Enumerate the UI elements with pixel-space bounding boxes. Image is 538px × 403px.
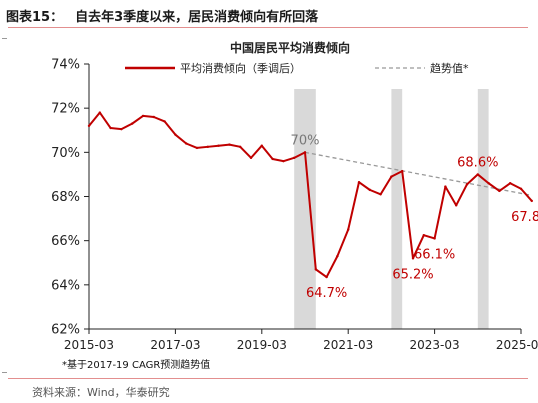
series-point <box>206 145 209 149</box>
series-point <box>411 257 415 260</box>
series-point <box>98 111 102 114</box>
series-point <box>336 254 339 258</box>
legend-label-series: 平均消费倾向（季调后） <box>180 61 301 75</box>
series-point <box>347 228 350 231</box>
x-tick-label: 2025-03 <box>496 338 538 352</box>
margin-mark-top <box>2 38 7 39</box>
annotations: 70% 64.7% 65.2% 66.1% 68.6% 67.8% <box>291 133 538 301</box>
series-point <box>465 183 469 186</box>
series-point <box>379 193 382 196</box>
series-point <box>390 175 393 178</box>
series-point <box>228 143 231 146</box>
x-tick-label: 2023-03 <box>410 338 460 352</box>
series-point <box>519 187 523 190</box>
series-point <box>174 133 177 136</box>
series-point <box>185 142 188 145</box>
series <box>87 111 533 279</box>
series-point <box>325 275 328 279</box>
y-tick-label: 64% <box>51 278 80 293</box>
y-tick-label: 74% <box>51 58 80 73</box>
series-point <box>303 151 307 154</box>
legend: 平均消费倾向（季调后） 趋势值* <box>125 61 469 75</box>
axes: 62% 64% 66% 68% 70% 72% 74% 2015-03 2017-03 2019-… <box>51 58 538 353</box>
x-tick-label: 2017-03 <box>150 338 200 352</box>
shaded-period-1 <box>391 89 403 329</box>
series-point <box>455 204 458 207</box>
margin-mark-bottom <box>2 372 7 373</box>
series-point <box>282 159 285 163</box>
bottom-rule <box>8 378 528 379</box>
chart-title: 中国居民平均消费倾向 <box>230 40 350 55</box>
series-point <box>293 156 296 160</box>
data-label: 65.2% <box>392 267 433 282</box>
shaded-period-0 <box>294 89 316 329</box>
series-point <box>87 124 91 128</box>
series-point <box>163 120 166 123</box>
y-tick-label: 66% <box>51 234 80 249</box>
series-point <box>509 182 512 185</box>
series-point <box>260 144 263 147</box>
data-label: 64.7% <box>306 286 347 301</box>
series-point <box>498 189 501 193</box>
series-point <box>357 180 361 184</box>
y-tick-label: 68% <box>51 190 80 205</box>
series-point <box>271 157 274 161</box>
legend-label-trend: 趋势值* <box>430 62 469 75</box>
x-tick-label: 2019-03 <box>237 338 287 352</box>
data-label: 66.1% <box>414 247 455 262</box>
figure-title-text: 自去年3季度以来，居民消费倾向有所回落 <box>75 10 319 25</box>
series-point <box>314 268 317 271</box>
series-point <box>476 173 479 176</box>
series-point <box>530 199 533 203</box>
series-point <box>109 126 112 130</box>
series-point <box>487 182 490 185</box>
shaded-period-2 <box>477 89 489 329</box>
series-point <box>444 185 447 188</box>
series-point <box>141 114 145 118</box>
figure-number: 图表15： <box>6 10 64 25</box>
shaded-periods <box>294 89 489 329</box>
source-note: 资料来源：Wind，华泰研究 <box>32 386 170 399</box>
figure-title: 图表15： 自去年3季度以来，居民消费倾向有所回落 <box>6 6 318 25</box>
series-point <box>131 122 134 125</box>
series-point <box>368 188 371 192</box>
data-label: 67.8% <box>511 210 538 225</box>
data-label: 70% <box>291 133 320 148</box>
series-point <box>239 145 242 149</box>
series-point <box>401 169 404 173</box>
y-tick-label: 72% <box>51 102 80 117</box>
series-point <box>422 233 425 237</box>
y-tick-label: 62% <box>51 323 80 338</box>
series-line-main <box>88 111 533 279</box>
x-tick-label: 2015-03 <box>64 338 114 352</box>
footnote: *基于2017-19 CAGR预测趋势值 <box>62 360 211 371</box>
series-point <box>152 115 155 119</box>
series-point <box>217 144 220 147</box>
y-tick-label: 70% <box>51 146 80 161</box>
data-label: 68.6% <box>457 155 498 170</box>
series-point <box>433 237 436 240</box>
top-rule <box>8 27 528 28</box>
series-point <box>249 156 253 160</box>
x-tick-label: 2021-03 <box>323 338 373 352</box>
series-point <box>120 127 123 131</box>
series-point <box>195 146 199 150</box>
